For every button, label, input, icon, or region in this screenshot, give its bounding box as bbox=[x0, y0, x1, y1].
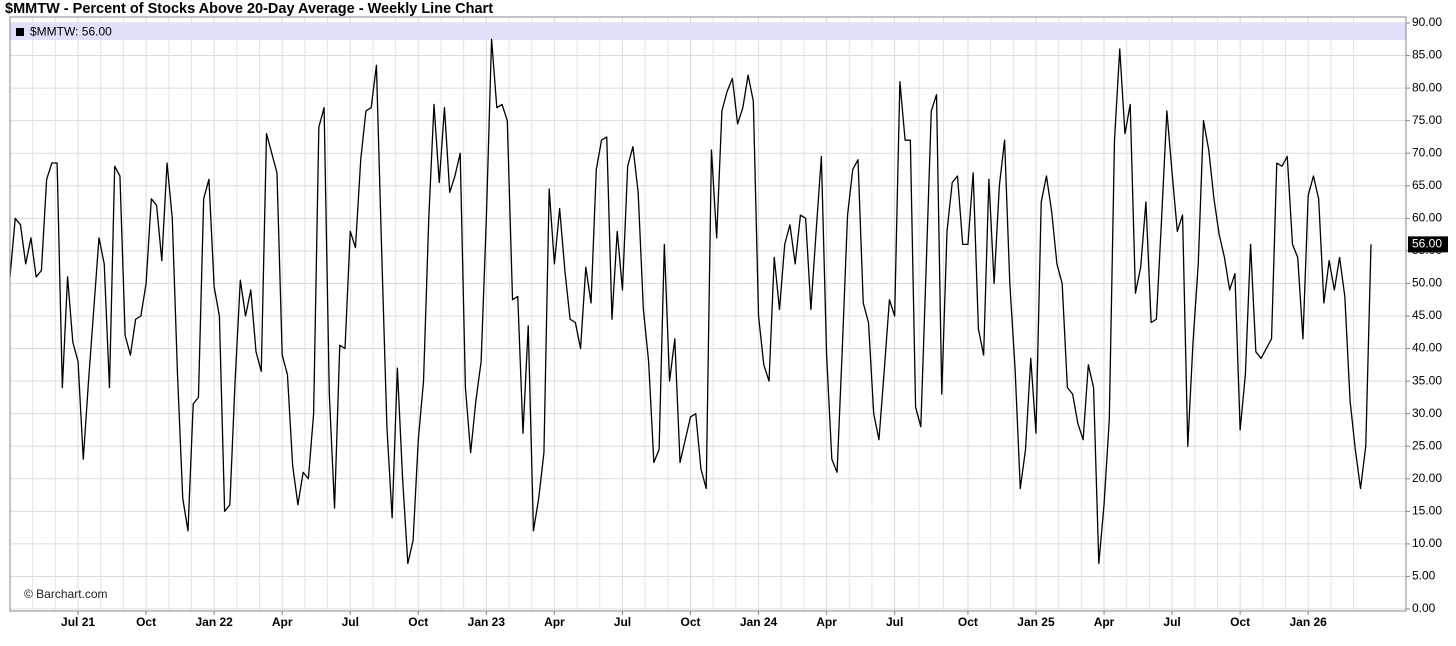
x-tick-label: Apr bbox=[544, 615, 565, 629]
legend-marker bbox=[16, 28, 24, 36]
x-tick-label: Apr bbox=[272, 615, 293, 629]
x-tick-label: Oct bbox=[136, 615, 156, 629]
x-tick-label: Jan 23 bbox=[468, 615, 506, 629]
x-tick-label: Oct bbox=[958, 615, 978, 629]
x-tick-label: Jan 22 bbox=[195, 615, 233, 629]
y-tick-label: 80.00 bbox=[1412, 80, 1442, 94]
x-tick-label: Oct bbox=[680, 615, 700, 629]
plot-area bbox=[10, 17, 1406, 611]
y-tick-label: 45.00 bbox=[1412, 308, 1442, 322]
y-tick-label: 10.00 bbox=[1412, 536, 1442, 550]
x-tick-label: Oct bbox=[1230, 615, 1250, 629]
legend-band bbox=[10, 23, 1406, 40]
y-tick-label: 90.00 bbox=[1412, 15, 1442, 29]
x-tick-label: Jul bbox=[342, 615, 359, 629]
y-tick-label: 20.00 bbox=[1412, 471, 1442, 485]
x-tick-label: Jul bbox=[614, 615, 631, 629]
x-tick-label: Jan 26 bbox=[1290, 615, 1328, 629]
y-tick-label: 50.00 bbox=[1412, 276, 1442, 290]
last-value-box bbox=[1408, 236, 1448, 253]
marks bbox=[9, 38, 1372, 565]
y-tick-label: 15.00 bbox=[1412, 504, 1442, 518]
y-tick-label: 30.00 bbox=[1412, 406, 1442, 420]
line-series bbox=[9, 38, 1372, 565]
legend-label: $MMTW: 56.00 bbox=[30, 25, 112, 39]
x-tick-label: Apr bbox=[1094, 615, 1115, 629]
plot-frame bbox=[9, 16, 1407, 612]
x-tick-label: Oct bbox=[408, 615, 428, 629]
y-tick-label: 65.00 bbox=[1412, 178, 1442, 192]
chart-title: $MMTW - Percent of Stocks Above 20-Day A… bbox=[5, 1, 493, 17]
y-tick-label: 40.00 bbox=[1412, 341, 1442, 355]
y-tick-label: 25.00 bbox=[1412, 438, 1442, 452]
y-tick-label: 5.00 bbox=[1412, 569, 1436, 583]
y-tick-label: 35.00 bbox=[1412, 373, 1442, 387]
watermark: © Barchart.com bbox=[24, 587, 108, 601]
x-tick-label: Jul 21 bbox=[61, 615, 95, 629]
x-tick-label: Apr bbox=[816, 615, 837, 629]
last-value-label: 56.00 bbox=[1412, 237, 1442, 251]
y-tick-label: 60.00 bbox=[1412, 211, 1442, 225]
y-tick-label: 75.00 bbox=[1412, 113, 1442, 127]
y-tick-label: 85.00 bbox=[1412, 48, 1442, 62]
x-tick-label: Jul bbox=[886, 615, 903, 629]
x-tick-label: Jan 25 bbox=[1017, 615, 1055, 629]
y-tick-label: 0.00 bbox=[1412, 601, 1436, 615]
x-tick-label: Jul bbox=[1163, 615, 1180, 629]
x-tick-label: Jan 24 bbox=[740, 615, 778, 629]
y-tick-label: 70.00 bbox=[1412, 145, 1442, 159]
